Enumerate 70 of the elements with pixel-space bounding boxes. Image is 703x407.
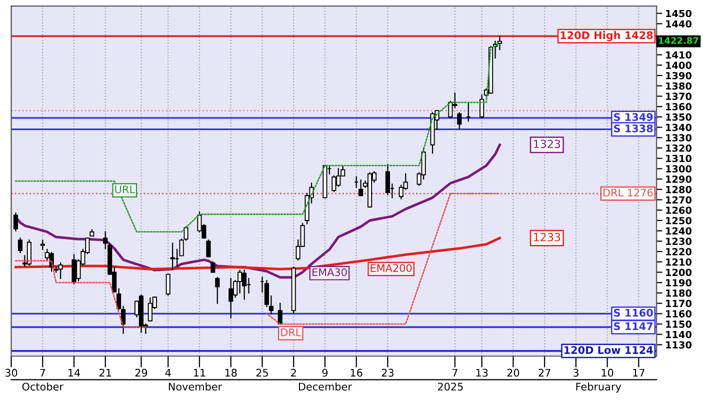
y-tick-label: 1220 (666, 248, 692, 256)
x-tick-label: 17 (633, 368, 644, 377)
x-tick-label: 2 (291, 368, 296, 377)
y-tick-label: 1240 (666, 227, 692, 235)
text: 1422.87 (658, 37, 698, 44)
ref-line-label: DRL 1276 (604, 188, 653, 197)
x-tick-label: 18 (225, 368, 237, 377)
x-tick-label: 20 (507, 368, 520, 377)
x-tick-label: 9 (322, 368, 328, 377)
ref-line-label: S 1338 (614, 124, 653, 132)
x-tick-label: 21 (100, 368, 112, 377)
y-tick-label: 1260 (666, 206, 692, 214)
x-tick-label: 30 (5, 368, 18, 377)
y-tick-label: 1130 (666, 341, 692, 349)
y-tick-label: 1400 (666, 62, 692, 69)
x2-tick-label: November (168, 382, 222, 391)
y-tick-label: 1380 (666, 82, 692, 90)
x2-tick-label: October (22, 382, 64, 391)
series-label: EMA200 (370, 264, 412, 272)
x-tick-label: 3 (573, 368, 578, 377)
y-tick-label: 1280 (666, 186, 692, 194)
y-tick-label: 1170 (666, 300, 692, 308)
y-tick-label: 1300 (666, 165, 692, 173)
y-tick-label: 1370 (666, 92, 692, 100)
y-tick-label: 1210 (666, 258, 692, 266)
series-label: URL (115, 186, 135, 194)
series-label: DRL (281, 328, 302, 336)
x-tick-label: 13 (476, 368, 488, 377)
series-label: EMA30 (312, 268, 347, 276)
ref-line-label: 120D Low 1124 (564, 346, 653, 354)
y-tick-label: 1390 (666, 72, 692, 80)
x2-tick-label: 2025 (438, 382, 463, 391)
y-tick-label: 1440 (666, 20, 692, 28)
ref-line-label: S 1160 (614, 308, 653, 317)
x-tick-label: 25 (256, 368, 268, 377)
x-tick-label: 7 (40, 368, 46, 377)
x-tick-label: 29 (135, 368, 148, 377)
x-tick-label: 14 (68, 368, 80, 377)
y-tick-label: 1320 (666, 144, 692, 152)
ref-line-label: 120D High 1428 (560, 31, 653, 42)
x-tick-label: 23 (382, 368, 394, 377)
x-tick-label: 11 (194, 368, 206, 377)
y-tick-label: 1160 (666, 310, 692, 318)
y-tick-label: 1190 (666, 279, 692, 286)
y-tick-label: 1360 (666, 103, 692, 110)
x-tick-label: 4 (165, 368, 171, 377)
ref-line-label: S 1349 (614, 113, 653, 121)
y-tick-label: 1450 (666, 10, 692, 18)
y-tick-label: 1330 (666, 134, 692, 142)
y-tick-label: 1410 (666, 51, 692, 59)
y-tick-label: 1270 (666, 196, 692, 204)
x-tick-label: 7 (452, 368, 458, 377)
x-tick-label: 16 (350, 368, 362, 377)
y-tick-label: 1340 (666, 124, 692, 132)
y-tick-label: 1230 (666, 238, 692, 246)
y-tick-label: 1180 (666, 289, 692, 297)
annotation: 1233 (534, 232, 560, 242)
y-tick-label: 1200 (666, 268, 692, 276)
ref-line-label: S 1147 (614, 322, 653, 330)
x2-tick-label: December (298, 382, 352, 391)
y-tick-label: 1350 (666, 113, 692, 121)
annotation: 1323 (534, 140, 560, 148)
y-tick-label: 1150 (666, 320, 692, 328)
y-tick-label: 1290 (666, 176, 692, 183)
y-tick-label: 1250 (666, 216, 692, 224)
x2-tick-label: February (576, 382, 622, 393)
x-tick-label: 27 (538, 368, 550, 377)
y-tick-label: 1310 (666, 154, 692, 162)
y-tick-label: 1140 (666, 330, 692, 338)
x-tick-label: 10 (602, 368, 614, 377)
